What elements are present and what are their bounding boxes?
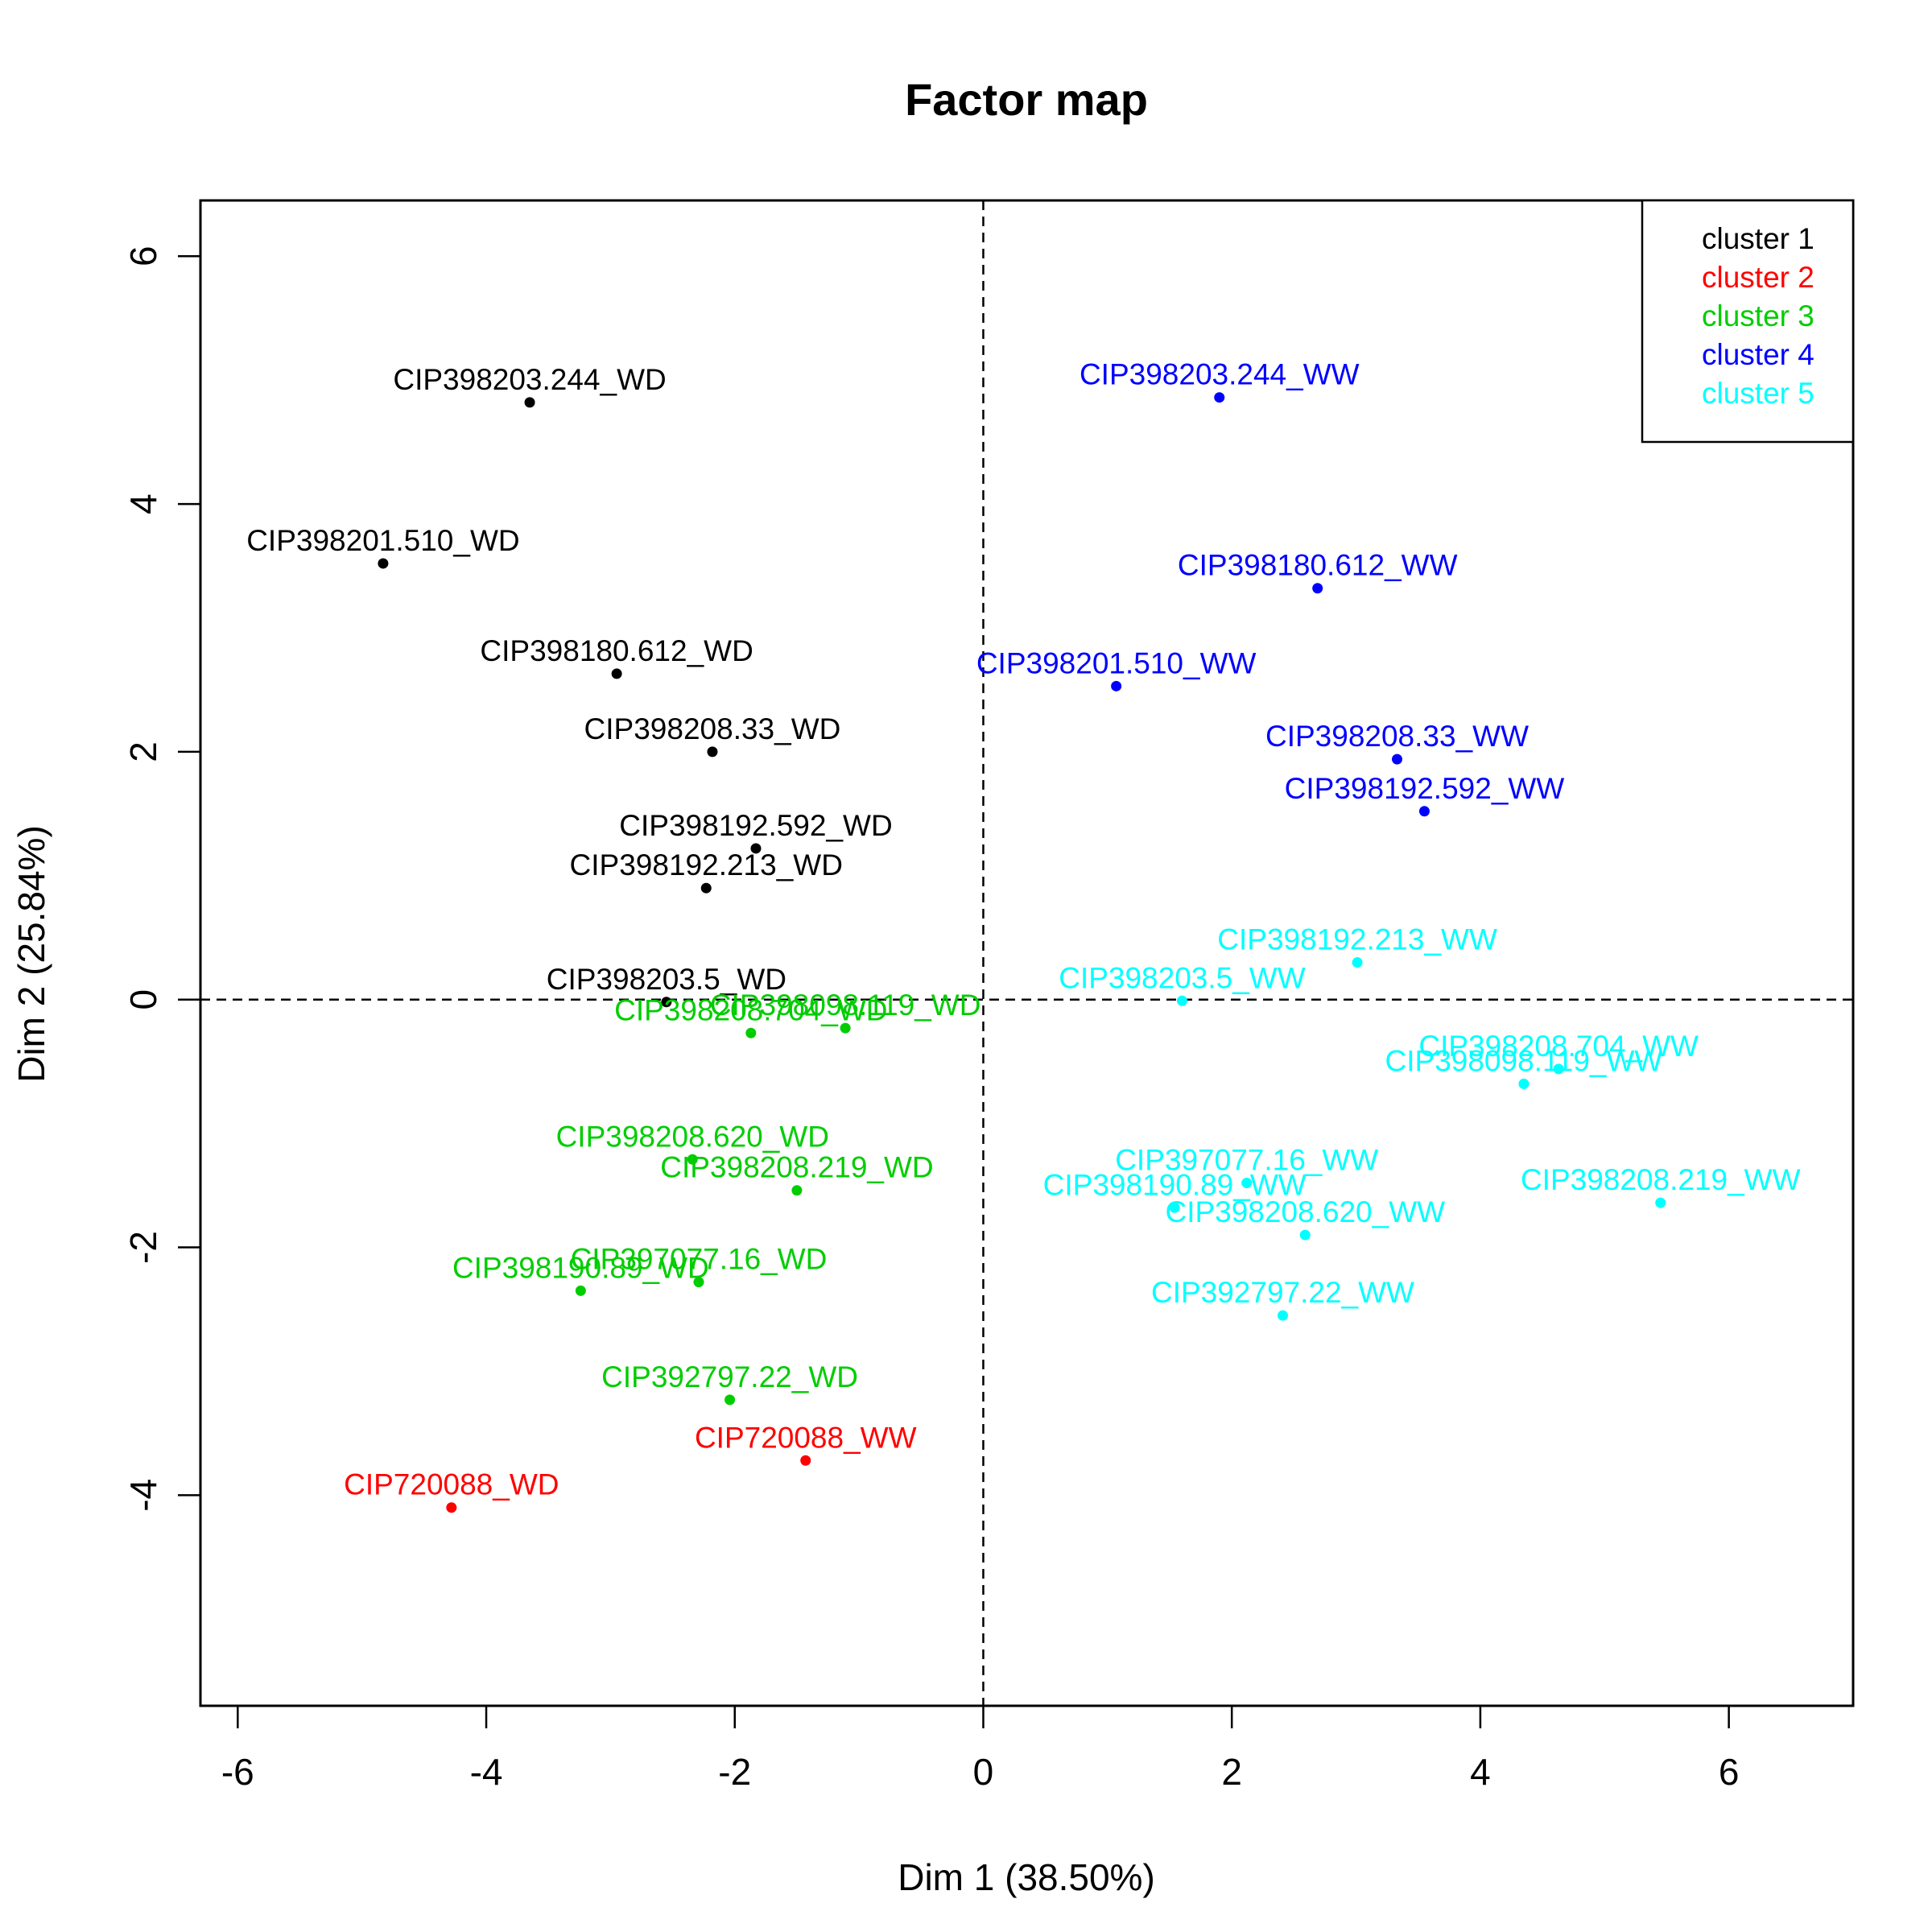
data-point-label: CIP392797.22_WW	[1151, 1276, 1414, 1309]
data-point-label: CIP398208.219_WD	[660, 1151, 933, 1184]
legend: cluster 1 cluster 2 cluster 3 cluster 4 clus…	[1641, 199, 1855, 444]
x-tick-label: 6	[1719, 1751, 1740, 1793]
legend-item-1: cluster 1	[1702, 222, 1814, 255]
data-point	[1391, 753, 1402, 765]
y-tick-label: 2	[122, 741, 164, 762]
data-point	[524, 397, 535, 408]
data-point	[1518, 1078, 1530, 1089]
y-axis: -4 -2 0 2 4 6	[122, 246, 202, 1512]
chart-title: Factor map	[905, 74, 1148, 125]
data-point-label: CIP398192.213_WW	[1217, 923, 1497, 956]
data-point-label: CIP720088_WD	[344, 1468, 559, 1501]
legend-item-3: cluster 3	[1702, 299, 1814, 332]
x-tick-label: 2	[1221, 1751, 1242, 1793]
data-point-label: CIP398208.620_WW	[1165, 1195, 1445, 1228]
data-point-label: CIP398192.592_WW	[1285, 772, 1565, 805]
data-point-label: CIP392797.22_WD	[601, 1360, 858, 1393]
data-point-label: CIP398208.33_WW	[1265, 720, 1529, 753]
data-point-label: CIP398180.612_WD	[480, 634, 753, 667]
data-point	[1214, 392, 1225, 403]
data-point-label: CIP398203.5_WD	[547, 963, 786, 996]
data-point	[791, 1185, 803, 1196]
data-point	[1312, 583, 1323, 594]
data-point	[1299, 1229, 1311, 1241]
data-point-label: CIP398208.219_WW	[1521, 1163, 1801, 1196]
data-point-label: CIP398190.89_WW	[1043, 1168, 1307, 1201]
data-point	[1169, 1202, 1180, 1213]
data-point-label: CIP398192.592_WD	[619, 809, 892, 842]
data-point-label: CIP398203.244_WW	[1080, 358, 1360, 391]
data-point-label: CIP397077.16_WD	[571, 1243, 828, 1276]
data-point	[750, 843, 762, 854]
data-point	[661, 997, 672, 1008]
series-cluster-5: CIP398192.213_WW CIP398203.5_WW CIP398208.…	[1043, 923, 1801, 1321]
data-point-label: CIP398098.119_WD	[710, 989, 981, 1022]
data-point	[693, 1277, 704, 1288]
data-point-label: CIP398208.620_WD	[556, 1120, 829, 1153]
data-point-label: CIP398201.510_WD	[246, 524, 519, 557]
data-point-label: CIP398208.704_WW	[1418, 1030, 1699, 1063]
legend-item-2: cluster 2	[1702, 261, 1814, 294]
data-point	[724, 1394, 736, 1406]
y-tick-label: 0	[122, 989, 164, 1010]
series-cluster-1: CIP398203.244_WD CIP398201.510_WD CIP39818…	[246, 363, 893, 1008]
data-point-label: CIP398098.119_WW	[1385, 1044, 1663, 1077]
data-point-label: CIP398190.89_WD	[452, 1251, 709, 1284]
x-tick-label: 4	[1470, 1751, 1491, 1793]
data-point	[1418, 806, 1430, 817]
data-point	[1352, 957, 1363, 968]
y-tick-label: 4	[122, 493, 164, 514]
legend-item-5: cluster 5	[1702, 377, 1814, 410]
data-point	[1655, 1197, 1666, 1208]
data-point	[687, 1154, 698, 1165]
data-point	[707, 746, 718, 758]
data-points: CIP398203.244_WD CIP398201.510_WD CIP39818…	[246, 358, 1801, 1513]
data-point	[446, 1502, 457, 1513]
legend-item-4: cluster 4	[1702, 338, 1814, 371]
data-point-label: CIP398180.612_WW	[1178, 549, 1458, 582]
y-tick-label: -4	[122, 1479, 164, 1512]
series-cluster-4: CIP398203.244_WW CIP398180.612_WW CIP39820…	[976, 358, 1564, 817]
reference-lines	[200, 200, 1853, 1706]
legend-box	[1641, 199, 1855, 444]
series-cluster-2: CIP720088_WD CIP720088_WW	[344, 1421, 917, 1513]
data-point	[700, 882, 712, 894]
x-axis: -6 -4 -2 0 2 4 6	[221, 1704, 1740, 1793]
data-point-label: CIP398208.33_WD	[584, 712, 841, 745]
x-tick-label: 0	[973, 1751, 994, 1793]
data-point-label: CIP397077.16_WW	[1115, 1144, 1378, 1177]
x-tick-label: -6	[221, 1751, 254, 1793]
data-point-label: CIP398192.213_WD	[570, 848, 843, 881]
data-point-label: CIP398203.5_WW	[1059, 961, 1306, 994]
data-point-label: CIP398208.704_WD	[614, 993, 887, 1026]
data-point	[575, 1285, 586, 1296]
data-point	[611, 668, 622, 679]
data-point	[800, 1455, 811, 1466]
data-point	[1241, 1178, 1253, 1189]
data-point	[1176, 995, 1187, 1006]
x-axis-label: Dim 1 (38.50%)	[898, 1856, 1155, 1898]
data-point	[1277, 1310, 1288, 1321]
x-tick-label: -4	[470, 1751, 503, 1793]
y-tick-label: 6	[122, 246, 164, 266]
y-tick-label: -2	[122, 1231, 164, 1264]
data-point	[378, 558, 389, 569]
x-tick-label: -2	[718, 1751, 751, 1793]
data-point-label: CIP720088_WW	[695, 1421, 917, 1454]
data-point	[1111, 680, 1122, 691]
data-point-label: CIP398201.510_WW	[976, 646, 1257, 679]
data-point	[1553, 1063, 1564, 1075]
data-point	[840, 1022, 851, 1034]
data-point-label: CIP398203.244_WD	[393, 363, 666, 396]
data-point	[745, 1027, 757, 1038]
y-axis-label: Dim 2 (25.84%)	[10, 825, 52, 1083]
